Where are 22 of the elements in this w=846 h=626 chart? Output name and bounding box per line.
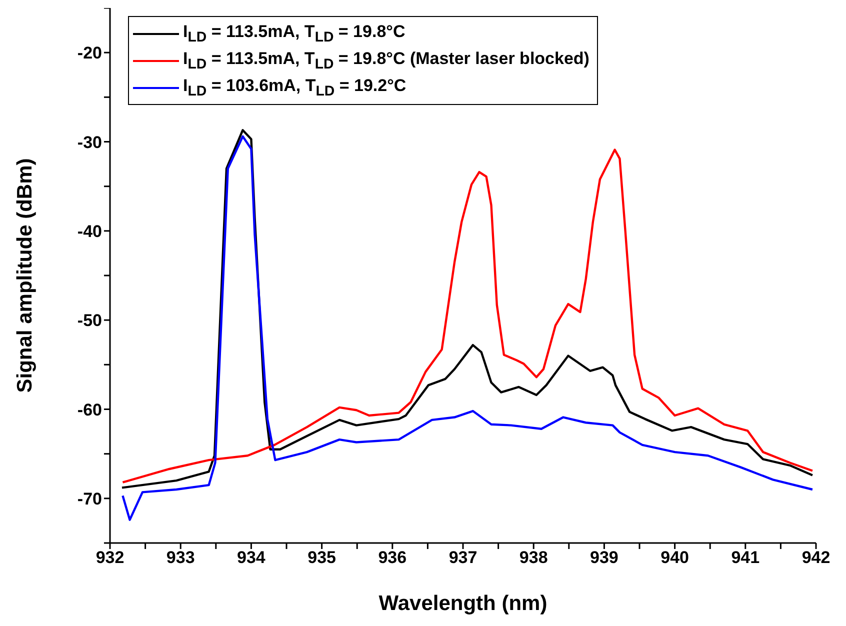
legend-label: I$_{LD}$ = 113.5mA, T$_{LD}$ = 19.8°C (Master laser blocked) (183, 48, 590, 72)
x-tick-label: 936 (378, 548, 407, 568)
y-tick-label: -20 (77, 44, 102, 63)
y-axis-title: Signal amplitude (dBm) (13, 158, 36, 393)
x-tick-label: 934 (237, 548, 266, 568)
y-tick-label: -30 (77, 132, 102, 152)
x-tick-label: 941 (731, 548, 760, 568)
y-tick-label: -60 (77, 400, 102, 420)
x-tick-label: 932 (96, 548, 124, 568)
x-tick-label: 938 (519, 548, 548, 568)
legend-label: I$_{LD}$ = 113.5mA, T$_{LD}$ = 19.8°C (183, 22, 406, 46)
x-axis-title: Wavelength (nm) (378, 592, 548, 615)
legend-label: I$_{LD}$ = 103.6mA, T$_{LD}$ = 19.2°C (183, 76, 406, 100)
y-tick-label: -70 (77, 489, 102, 508)
y-tick-label: -40 (77, 222, 102, 241)
x-tick-label: 935 (308, 548, 336, 568)
x-tick-label: 940 (660, 548, 689, 568)
x-tick-label: 942 (802, 548, 830, 568)
x-tick-label: 933 (166, 548, 195, 568)
y-tick-label: -50 (77, 311, 102, 330)
x-tick-label: 937 (448, 548, 478, 568)
x-tick-label: 939 (590, 548, 618, 568)
